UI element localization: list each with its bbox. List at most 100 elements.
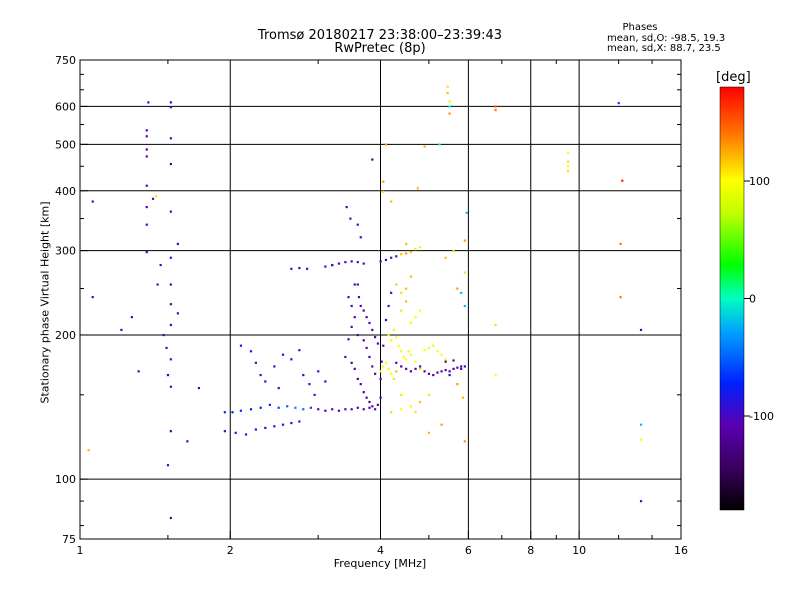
data-point <box>380 360 383 363</box>
data-point <box>639 328 643 332</box>
y-tick-label: 75 <box>62 533 76 546</box>
data-point <box>350 304 353 308</box>
data-point <box>130 316 134 319</box>
data-point <box>356 333 359 337</box>
data-point <box>176 242 179 245</box>
data-point <box>91 200 94 203</box>
data-point <box>390 256 393 259</box>
data-point <box>317 370 320 373</box>
data-point <box>231 411 234 414</box>
data-point <box>347 296 350 299</box>
data-point <box>337 262 341 265</box>
data-point <box>567 165 570 168</box>
data-point <box>395 370 398 373</box>
y-tick-label: 400 <box>55 185 76 198</box>
data-point <box>362 339 365 342</box>
data-point <box>427 346 431 350</box>
data-point <box>244 433 248 436</box>
data-point <box>359 382 362 386</box>
data-point <box>155 195 158 198</box>
data-point <box>145 184 148 187</box>
data-point <box>395 361 398 364</box>
data-point <box>456 287 459 290</box>
data-point <box>494 105 497 108</box>
data-point <box>91 296 94 299</box>
data-point <box>281 353 285 356</box>
data-point <box>400 309 403 312</box>
data-point <box>436 350 439 353</box>
data-point <box>290 267 293 270</box>
data-point <box>137 370 140 373</box>
data-point <box>494 323 497 327</box>
data-point <box>414 411 417 414</box>
data-point <box>317 408 320 411</box>
data-point <box>286 405 289 408</box>
data-point <box>379 377 382 380</box>
data-point <box>356 223 359 226</box>
data-point <box>427 372 431 375</box>
data-point <box>331 408 334 411</box>
x-tick-label: 2 <box>227 544 234 557</box>
data-point <box>344 261 347 264</box>
data-point <box>169 283 172 286</box>
data-point <box>159 263 162 267</box>
data-point <box>448 105 451 108</box>
data-point <box>456 366 459 369</box>
data-point <box>365 316 368 319</box>
data-point <box>169 137 172 140</box>
data-point <box>162 333 165 337</box>
data-point <box>374 336 377 339</box>
data-point <box>298 266 301 270</box>
data-point <box>145 148 148 151</box>
data-point <box>436 371 439 374</box>
data-point <box>463 239 466 242</box>
y-tick-label: 500 <box>55 138 76 151</box>
data-point <box>409 251 412 254</box>
data-point <box>390 291 393 294</box>
grid <box>80 60 681 539</box>
y-axis-label: Stationary phase Virtual Height [km] <box>38 201 52 404</box>
x-tick-label: 8 <box>527 544 534 557</box>
data-point <box>402 355 405 359</box>
data-point <box>169 162 172 166</box>
data-point <box>151 197 155 200</box>
data-point <box>147 101 150 104</box>
data-point <box>390 372 393 375</box>
data-point <box>567 151 570 155</box>
data-point <box>382 365 385 368</box>
data-point <box>331 263 334 267</box>
data-point <box>384 361 388 364</box>
data-point <box>444 368 447 372</box>
data-point <box>309 406 312 409</box>
x-tick-label: 1 <box>77 544 84 557</box>
data-point <box>324 409 327 412</box>
data-point <box>169 303 172 306</box>
data-point <box>400 393 403 397</box>
data-point <box>313 393 316 397</box>
colorbar <box>719 86 745 511</box>
data-point <box>362 408 365 411</box>
data-point <box>427 393 431 397</box>
data-point <box>169 101 172 104</box>
data-point <box>349 217 352 220</box>
data-point <box>619 296 622 299</box>
data-point <box>306 267 309 270</box>
data-point <box>156 283 159 286</box>
data-point <box>356 377 359 380</box>
data-point <box>350 260 353 263</box>
data-point <box>432 344 435 347</box>
data-point <box>254 361 257 364</box>
data-point <box>376 342 379 345</box>
data-point <box>414 248 417 251</box>
x-axis: 1 2 4 6 8 10 16 <box>77 60 688 557</box>
data-point <box>169 385 172 388</box>
x-tick-label: 6 <box>465 544 472 557</box>
data-point <box>169 256 172 259</box>
data-point <box>376 403 379 406</box>
x-axis-label: Frequency [MHz] <box>333 557 427 570</box>
data-point <box>444 360 447 363</box>
data-point <box>169 430 172 433</box>
data-point <box>362 391 365 394</box>
data-point <box>400 350 403 353</box>
colorbar-tick-label: 0 <box>749 293 756 306</box>
